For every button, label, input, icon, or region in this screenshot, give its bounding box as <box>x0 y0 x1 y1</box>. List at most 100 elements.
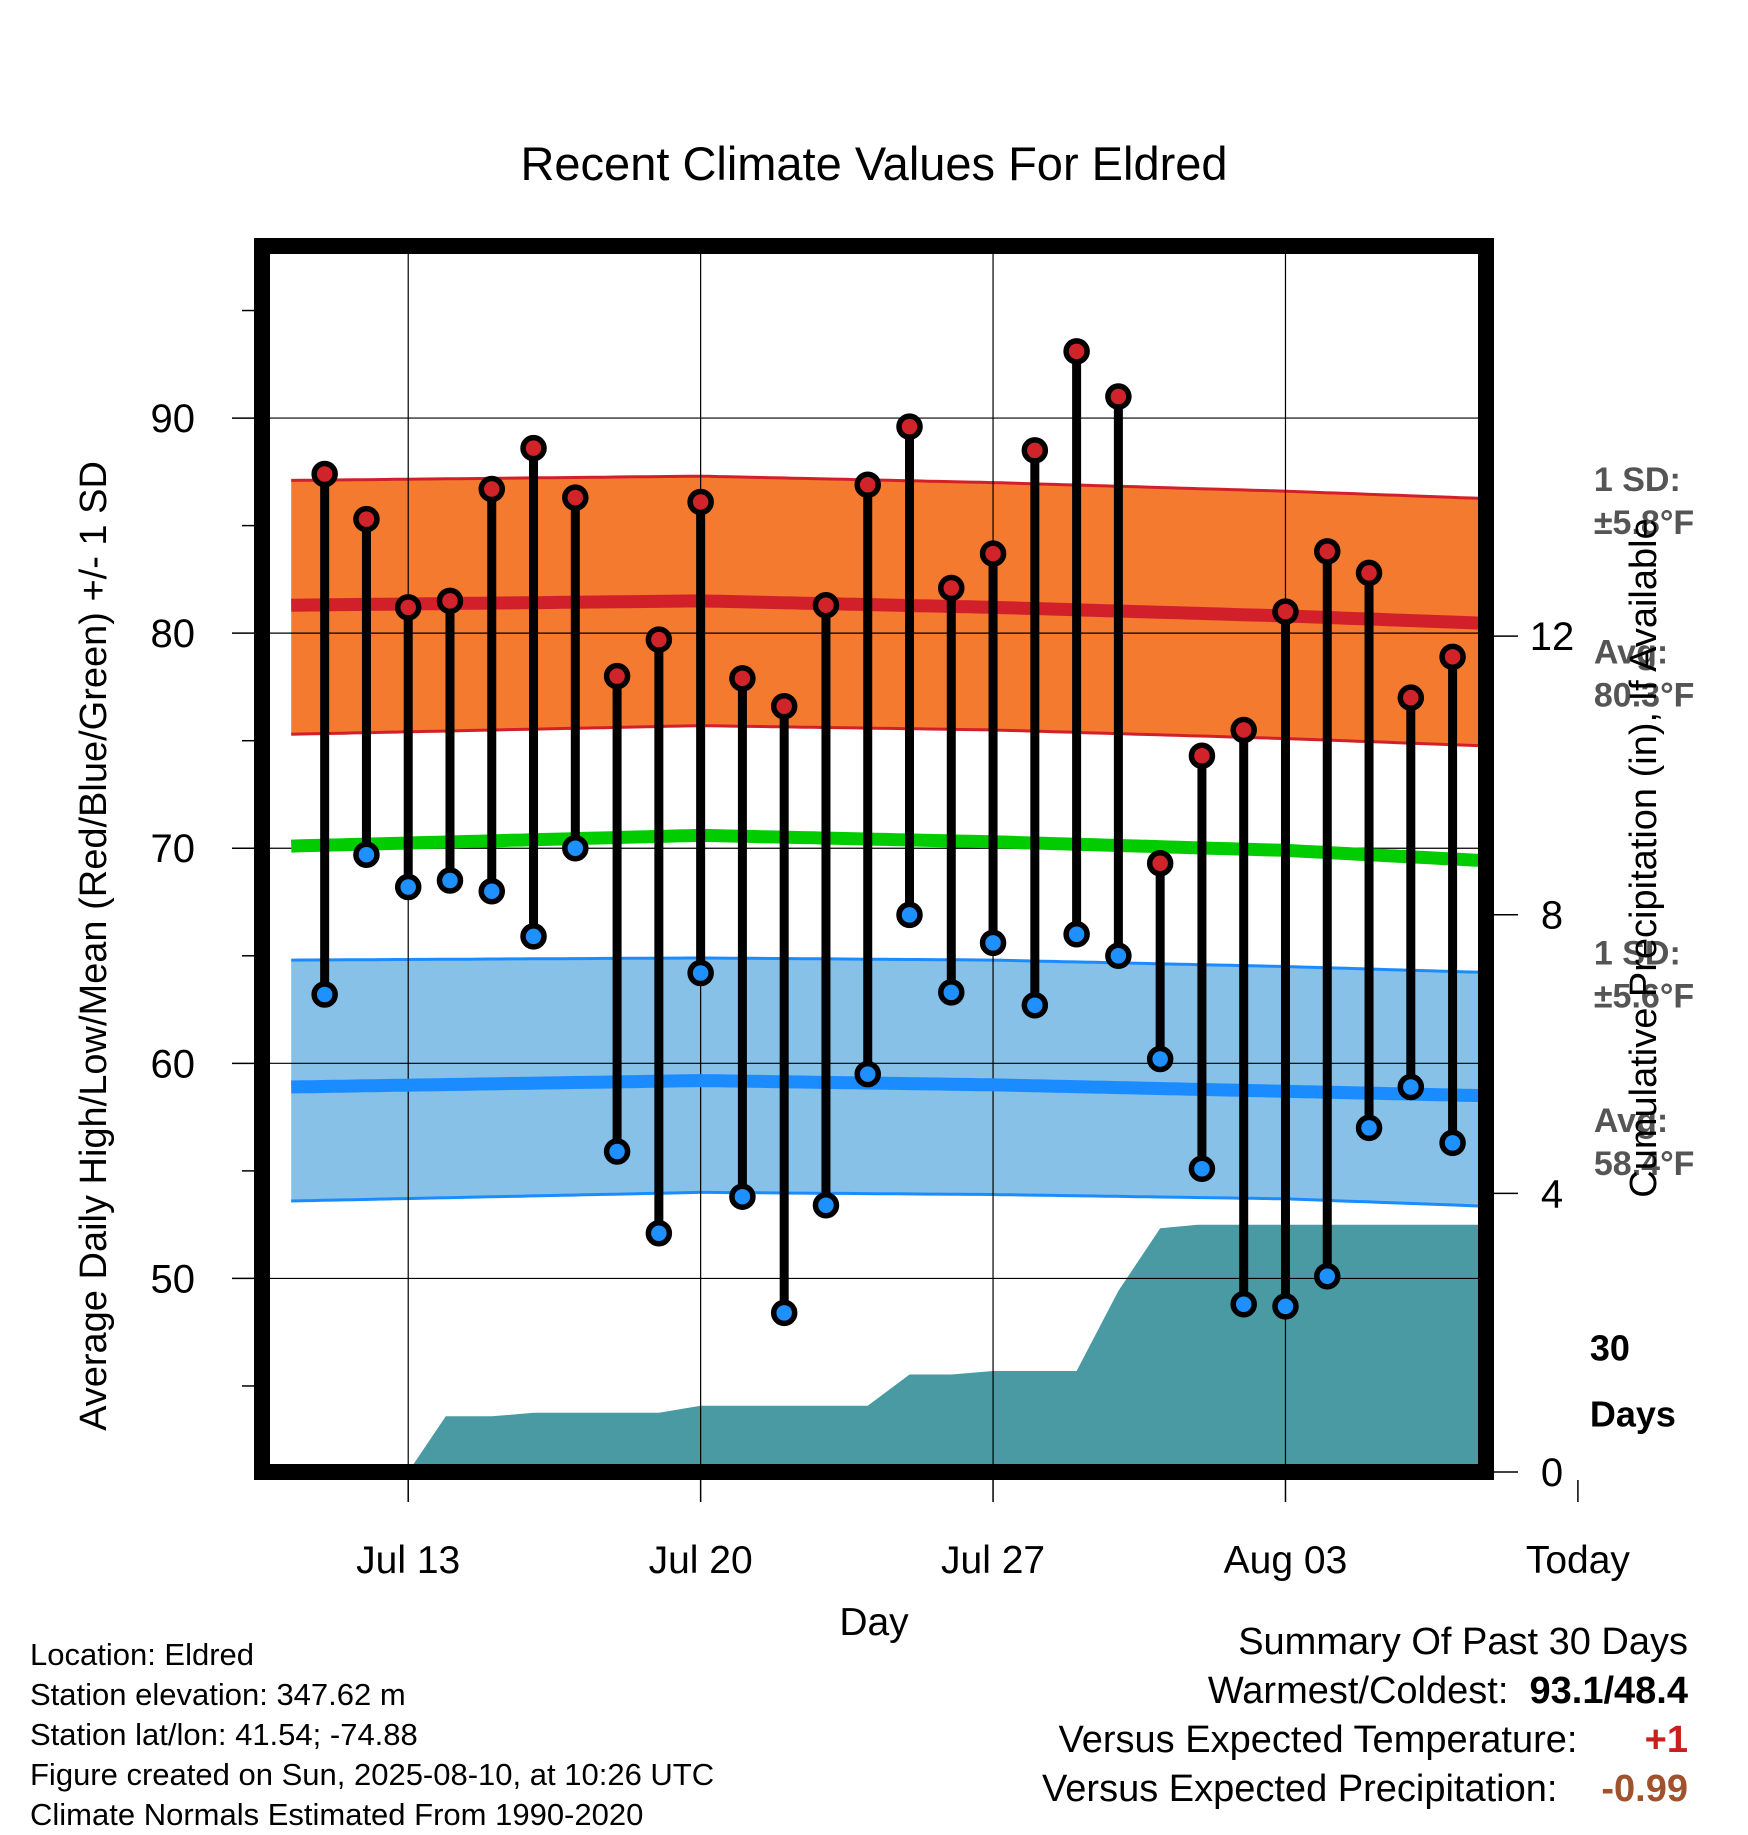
high-temp-point <box>1230 716 1257 744</box>
low-sd-label: 1 SD: <box>1594 934 1681 972</box>
precipitation-area <box>262 1224 1486 1472</box>
high-temp-point <box>311 460 338 488</box>
low-temp-point <box>1439 1129 1466 1157</box>
high-temp-point <box>854 471 881 498</box>
low-avg-dot <box>1565 1085 1591 1111</box>
y-axis-label: Average Daily High/Low/Mean (Red/Blue/Gr… <box>73 461 115 1431</box>
x-tick-label: Jul 27 <box>941 1539 1045 1582</box>
station-info: Location: Eldred Station elevation: 347.… <box>30 1635 714 1835</box>
summary-panel: Summary Of Past 30 Days Warmest/Coldest:… <box>1042 1618 1688 1814</box>
low-temp-point <box>938 979 965 1006</box>
normals-text: Climate Normals Estimated From 1990-2020 <box>30 1797 644 1832</box>
y-tick-label: 90 <box>151 397 196 441</box>
temp-value: +1 <box>1644 1719 1688 1761</box>
x-tick-label: Jul 13 <box>356 1539 460 1582</box>
x-tick-label: Jul 20 <box>649 1539 753 1582</box>
mean-normal-line <box>291 828 1486 868</box>
low-temp-point <box>1021 992 1049 1019</box>
high-temp-point <box>1397 684 1425 711</box>
low-temp-point <box>1314 1263 1341 1290</box>
y-tick-label: 80 <box>151 612 196 656</box>
low-temp-point <box>1355 1114 1383 1142</box>
low-temp-point <box>394 873 422 901</box>
low-temp-point <box>812 1192 840 1219</box>
low-sd-value: ±5.6°F <box>1594 977 1694 1015</box>
x-axis-label: Day <box>839 1601 909 1644</box>
high-temp-point <box>1272 598 1299 625</box>
low-sd-upper-line <box>291 956 1486 974</box>
low-temp-point <box>1105 942 1132 970</box>
created-text: Figure created on Sun, 2025-08-10, at 10… <box>30 1757 715 1792</box>
high-sd-value: ±5.8°F <box>1594 504 1694 542</box>
low-temp-point <box>1272 1293 1299 1320</box>
low-temp-point <box>311 981 338 1008</box>
high-temp-point <box>436 587 464 615</box>
high-temp-point <box>478 475 506 503</box>
high-temp-point <box>979 540 1007 567</box>
low-temp-point <box>854 1060 881 1088</box>
low-sd-lower-line <box>291 1190 1486 1208</box>
low-normal-line <box>291 1074 1486 1103</box>
high-temp-point <box>394 594 422 621</box>
y2-tick-label: 8 <box>1541 894 1563 938</box>
low-temp-point <box>353 841 380 868</box>
elevation-text: Station elevation: 347.62 m <box>30 1677 406 1712</box>
high-avg-label: Avg: <box>1594 633 1668 671</box>
location-text: Location: Eldred <box>30 1637 255 1672</box>
low-temp-point <box>1063 921 1090 948</box>
summary-warmest-row: Warmest/Coldest: 93.1/48.4 <box>1042 1667 1688 1716</box>
high-sd-lower-line <box>291 724 1486 748</box>
high-temp-point <box>1021 437 1049 464</box>
high-temp-point <box>896 413 923 440</box>
low-temp-point <box>478 878 506 905</box>
low-temp-point <box>687 959 714 987</box>
temp-label: Versus Expected Temperature: <box>1058 1719 1578 1761</box>
high-temp-point <box>1188 742 1216 770</box>
y2-axis-label: Cumulative Precipitation (in), If Availa… <box>1623 518 1665 1197</box>
high-temp-point <box>520 434 547 462</box>
high-sd-label: 1 SD: <box>1594 461 1681 499</box>
precip-value: -0.99 <box>1601 1768 1688 1810</box>
days-word-label: Days <box>1590 1394 1676 1435</box>
high-temp-point <box>1063 338 1090 365</box>
high-temp-point <box>770 693 798 720</box>
low-temp-point <box>603 1138 631 1165</box>
high-temp-point <box>1355 559 1383 587</box>
low-temp-point <box>1146 1045 1174 1073</box>
high-normal-line <box>291 594 1486 630</box>
low-temp-point <box>896 901 923 929</box>
y2-tick-label: 12 <box>1530 615 1575 659</box>
high-temp-point <box>1314 538 1341 565</box>
y-tick-label: 60 <box>151 1042 196 1086</box>
x-tick-label: Today <box>1526 1539 1631 1582</box>
high-temp-point <box>353 505 380 533</box>
high-temp-point <box>1146 850 1174 877</box>
warmest-value: 93.1/48.4 <box>1529 1670 1688 1712</box>
low-temp-point <box>1526 1266 1547 1287</box>
low-temp-point <box>520 923 547 950</box>
latlon-text: Station lat/lon: 41.54; -74.88 <box>30 1717 418 1752</box>
low-temp-point <box>729 1183 756 1210</box>
high-temp-point <box>1439 643 1466 671</box>
summary-temp-row: Versus Expected Temperature: +1 <box>1042 1716 1688 1765</box>
high-avg-value: 80.3°F <box>1594 676 1695 714</box>
high-temp-point <box>729 665 756 692</box>
high-sd-upper-line <box>291 474 1486 501</box>
y2-tick-label: 0 <box>1541 1451 1563 1495</box>
low-temp-point <box>1397 1073 1425 1101</box>
plot-frame <box>254 238 1494 1480</box>
summary-title: Summary Of Past 30 Days <box>1238 1621 1688 1663</box>
plot-area <box>262 246 1591 1472</box>
low-temp-point <box>436 867 464 894</box>
x-tick-label: Aug 03 <box>1224 1539 1348 1582</box>
high-temp-point <box>603 662 631 690</box>
low-temp-point <box>979 929 1007 957</box>
high-temp-point <box>812 591 840 619</box>
y2-tick-label: 4 <box>1541 1172 1563 1216</box>
low-temp-point <box>770 1299 798 1327</box>
high-temp-point <box>687 488 714 516</box>
low-avg-label: Avg: <box>1594 1102 1668 1140</box>
days-count-label: 30 <box>1590 1328 1630 1369</box>
chart-title: Recent Climate Values For Eldred <box>520 137 1227 190</box>
